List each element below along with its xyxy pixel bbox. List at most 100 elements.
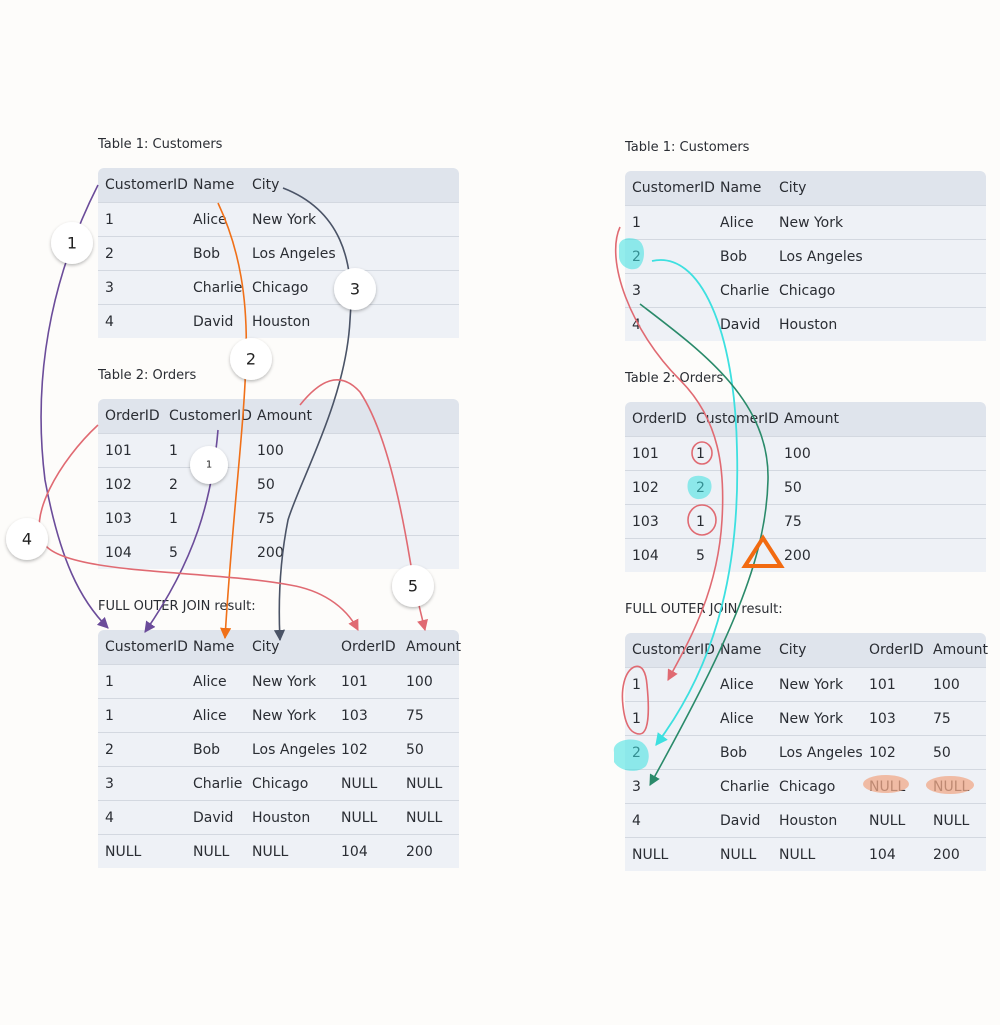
table-cell: 50	[926, 735, 986, 770]
table-cell: 1	[162, 501, 250, 536]
table-cell: 101	[98, 433, 162, 468]
table-row: 1 Alice New York 101 100	[625, 667, 986, 702]
table-cell: 4	[98, 304, 186, 338]
table-cell: Los Angeles	[245, 732, 336, 767]
column-header: CustomerID	[625, 633, 715, 668]
table-cell: Chicago	[245, 766, 334, 801]
table-cell: NULL	[245, 834, 334, 868]
table-cell: 50	[777, 470, 986, 505]
left-panel: Table 1: Customers CustomerID Name City …	[98, 137, 461, 868]
column-header: City	[772, 633, 862, 668]
table-cell: 1	[625, 701, 713, 736]
table-cell: 100	[926, 667, 986, 702]
table-cell: 103	[98, 501, 162, 536]
table-row: 1 Alice New York	[98, 202, 459, 237]
table-cell: NULL	[862, 769, 926, 804]
column-header: Amount	[399, 630, 461, 665]
column-header: City	[772, 171, 986, 206]
table-cell: 102	[334, 732, 399, 767]
table-cell: 200	[399, 834, 459, 868]
table-cell: 75	[777, 504, 986, 539]
table-cell: New York	[772, 205, 986, 240]
table-cell: 5	[162, 535, 250, 569]
table-row: 103 1 75	[625, 504, 986, 539]
column-header: OrderID	[862, 633, 926, 668]
table-cell: New York	[245, 664, 334, 699]
table-cell: Alice	[186, 698, 245, 733]
table-cell: Chicago	[772, 273, 986, 308]
table-row: 2 Bob Los Angeles	[625, 239, 986, 274]
table-row: 1 Alice New York 101 100	[98, 664, 459, 699]
column-header: OrderID	[334, 630, 399, 665]
table-cell: Alice	[713, 667, 772, 702]
table-cell: Chicago	[245, 270, 459, 305]
column-header: CustomerID	[689, 402, 779, 437]
table-cell: 103	[625, 504, 689, 539]
table-row: 3 Charlie Chicago	[98, 270, 459, 305]
table-cell: NULL	[399, 766, 459, 801]
table-cell: 100	[399, 664, 459, 699]
column-header: Name	[713, 633, 772, 668]
table-cell: Houston	[772, 803, 862, 838]
table-row: 4 David Houston	[98, 304, 459, 338]
table-cell: Alice	[186, 664, 245, 699]
table-cell: 200	[777, 538, 986, 572]
table-row: 3 Charlie Chicago NULL NULL	[98, 766, 459, 801]
table-cell: NULL	[772, 837, 862, 871]
table-cell: David	[186, 800, 245, 835]
column-header: OrderID	[625, 402, 689, 437]
column-header: Amount	[777, 402, 986, 437]
customers-table: CustomerID Name City 1 Alice New York 2 Bob…	[98, 168, 459, 338]
table-cell: New York	[245, 202, 459, 237]
table-cell: Houston	[772, 307, 986, 341]
table-cell: 75	[926, 701, 986, 736]
table-cell: 1	[689, 436, 777, 471]
table-cell: Bob	[186, 732, 245, 767]
table-cell: 100	[250, 433, 459, 468]
table-cell: 200	[926, 837, 986, 871]
table-row: 2 Bob Los Angeles	[98, 236, 459, 271]
table-cell: Chicago	[772, 769, 862, 804]
table-cell: Charlie	[713, 769, 772, 804]
table-cell: NULL	[98, 834, 186, 868]
table-cell: 3	[98, 270, 186, 305]
table-cell: 101	[334, 664, 399, 699]
table-cell: 102	[98, 467, 162, 502]
table-cell: Houston	[245, 304, 459, 338]
table-cell: NULL	[926, 803, 986, 838]
table-cell: NULL	[186, 834, 245, 868]
table-row: NULL NULL NULL 104 200	[625, 837, 986, 871]
table-cell: 75	[250, 501, 459, 536]
table-cell: 104	[862, 837, 926, 871]
table-cell: Los Angeles	[245, 236, 459, 271]
table-cell: 102	[625, 470, 689, 505]
table-cell: 1	[625, 205, 713, 240]
table-cell: 2	[689, 470, 777, 505]
column-header: Name	[186, 630, 245, 665]
orders-caption: Table 2: Orders	[98, 368, 197, 383]
table-cell: 2	[625, 735, 713, 770]
table-cell: 103	[862, 701, 926, 736]
result-caption: FULL OUTER JOIN result:	[625, 602, 783, 617]
table-cell: NULL	[862, 803, 926, 838]
table-cell: 2	[98, 732, 186, 767]
table-cell: 3	[625, 273, 713, 308]
table-cell: 4	[625, 307, 713, 341]
table-row: 101 1 100	[98, 433, 459, 468]
column-header: Name	[186, 168, 245, 203]
table-cell: 4	[98, 800, 186, 835]
right-panel: Table 1: Customers CustomerID Name City …	[500, 0, 1000, 1025]
table-cell: Houston	[245, 800, 334, 835]
table-cell: Los Angeles	[772, 735, 863, 770]
table-cell: 104	[334, 834, 399, 868]
table-cell: 101	[625, 436, 689, 471]
table-row: 2 Bob Los Angeles 102 50	[98, 732, 459, 767]
table-cell: New York	[772, 667, 862, 702]
table-cell: 5	[689, 538, 777, 572]
table-cell: NULL	[399, 800, 459, 835]
table-row: NULL NULL NULL 104 200	[98, 834, 459, 868]
table-row: 1 Alice New York 103 75	[625, 701, 986, 736]
table-cell: 2	[98, 236, 186, 271]
column-header: CustomerID	[98, 168, 188, 203]
table-cell: 1	[625, 667, 713, 702]
